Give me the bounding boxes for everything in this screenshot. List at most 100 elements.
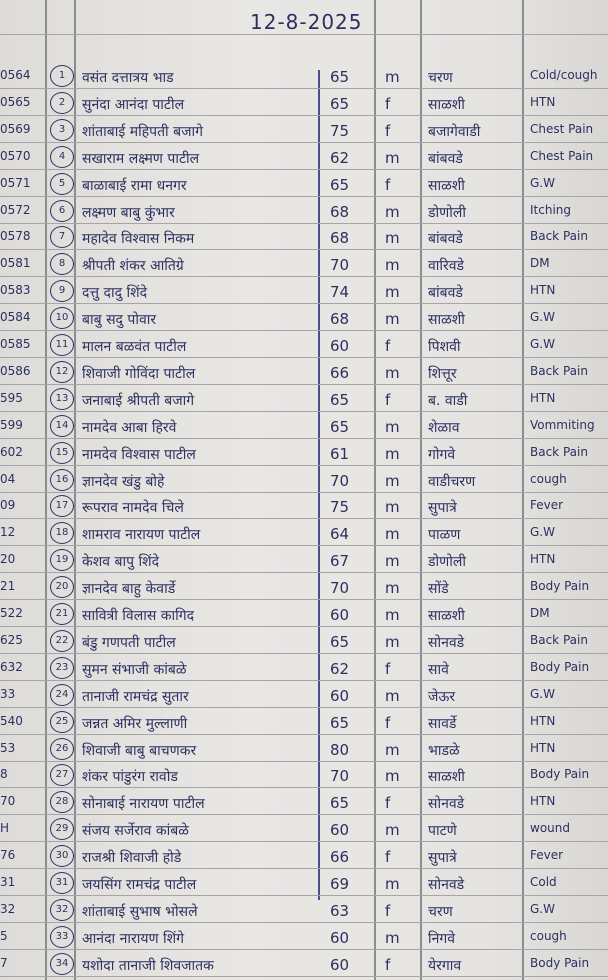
patient-diagnosis: HTN	[530, 713, 556, 728]
patient-id: 32	[0, 901, 16, 916]
patient-age: 74	[330, 283, 350, 302]
patient-name: ज्ञानदेव खंडु बोहे	[82, 473, 165, 490]
row-line	[0, 787, 608, 789]
patient-id: 522	[0, 606, 23, 620]
serial-number: 22	[50, 629, 74, 652]
patient-village: डोणोली	[428, 554, 466, 571]
table-row: 04 16 ज्ञानदेव खंडु बोहे 70 m वाडीचरण cough	[0, 466, 608, 493]
patient-sex: m	[385, 552, 400, 571]
patient-village: निगवे	[428, 930, 456, 947]
patient-id: 20	[0, 552, 16, 567]
serial-number: 16	[50, 468, 74, 491]
serial-number: 15	[50, 441, 74, 464]
serial-number: 10	[50, 307, 74, 330]
patient-sex: m	[385, 606, 400, 624]
patient-id: 31	[0, 875, 16, 889]
patient-name: नामदेव आबा हिरवे	[82, 419, 177, 436]
patient-sex: m	[385, 686, 400, 705]
serial-number: 4	[50, 145, 74, 168]
patient-village: चरण	[428, 903, 453, 920]
patient-age: 65	[330, 68, 350, 86]
patient-id: 76	[0, 848, 16, 863]
patient-diagnosis: DM	[530, 256, 550, 271]
patient-name: सखाराम लक्ष्मण पाटील	[82, 150, 200, 167]
patient-name: राजश्री शिवाजी होडे	[82, 850, 182, 867]
serial-number: 29	[50, 818, 74, 841]
patient-age: 67	[330, 552, 350, 571]
table-row: 0578 7 महादेव विश्वास निकम 68 m बांबवडे Back P…	[0, 223, 608, 250]
patient-name: महादेव विश्वास निकम	[82, 231, 195, 248]
patient-id: 5	[0, 928, 8, 943]
serial-number: 31	[50, 872, 74, 894]
patient-diagnosis: Back Pain	[530, 444, 588, 459]
serial-number: 21	[50, 603, 74, 625]
patient-diagnosis: HTN	[530, 390, 556, 405]
patient-name: शांताबाई सुभाष भोसले	[82, 903, 198, 920]
patient-village: साळशी	[428, 177, 465, 194]
serial-number: 32	[50, 898, 74, 921]
patient-village: जेऊर	[428, 688, 456, 705]
patient-diagnosis: Cold/cough	[530, 68, 598, 82]
table-row: 0570 4 सखाराम लक्ष्मण पाटील 62 m बांबवडे Chest…	[0, 143, 608, 170]
row-line	[0, 357, 608, 358]
row-line	[0, 841, 608, 843]
row-line	[0, 733, 608, 735]
patient-diagnosis: HTN	[530, 94, 556, 109]
patient-id: 7	[0, 955, 8, 970]
table-row: 7 34 यशोदा तानाजी शिवजातक 60 f येरगाव Body Pai…	[0, 950, 608, 977]
patient-diagnosis: Body Pain	[530, 579, 590, 594]
patient-name: वसंत दत्तात्रय भाड	[82, 70, 174, 86]
patient-id: 0581	[0, 256, 31, 271]
patient-name: ज्ञानदेव बाहु केवार्डे	[82, 581, 176, 598]
patient-age: 60	[330, 955, 350, 974]
row-line	[0, 652, 608, 654]
patient-village: ब. वाडी	[428, 392, 468, 409]
patient-sex: m	[385, 68, 400, 86]
patient-village: साळशी	[428, 769, 465, 786]
patient-age: 75	[330, 498, 350, 517]
table-row: 53 26 शिवाजी बाबु बाचणकर 80 m भाडळे HTN	[0, 735, 608, 762]
table-row: 602 15 नामदेव विश्वास पाटील 61 m गोगवे Back Pa…	[0, 439, 608, 466]
serial-number: 26	[50, 737, 74, 760]
patient-diagnosis: Chest Pain	[530, 121, 594, 136]
row-line	[0, 141, 608, 143]
table-row: 8 27 शंकर पांडुरंग रावोड 70 m साळशी Body Pain	[0, 761, 608, 788]
patient-name: जयसिंग रामचंद्र पाटील	[82, 877, 197, 893]
patient-village: वारिवडे	[428, 258, 465, 275]
table-row: 12 18 शामराव नारायण पाटील 64 m पाळण G.W	[0, 519, 608, 546]
patient-diagnosis: wound	[530, 821, 570, 836]
patient-sex: m	[385, 928, 400, 947]
patient-sex: m	[385, 363, 400, 382]
column-divider	[74, 0, 76, 980]
patient-id: 602	[0, 444, 23, 459]
patient-diagnosis: Back Pain	[530, 229, 588, 244]
table-row: 33 24 तानाजी रामचंद्र सुतार 60 m जेऊर G.W	[0, 681, 608, 708]
patient-diagnosis: Cold	[530, 875, 557, 889]
column-divider	[420, 0, 422, 980]
row-line	[0, 868, 608, 870]
patient-diagnosis: Chest Pain	[530, 148, 594, 163]
patient-diagnosis: G.W	[530, 901, 555, 916]
serial-number: 24	[50, 683, 74, 706]
patient-village: सावे	[428, 661, 449, 678]
row-line	[0, 88, 608, 89]
patient-age: 65	[330, 632, 350, 651]
table-row: 20 19 केशव बापु शिंदे 67 m डोणोली HTN	[0, 546, 608, 573]
patient-age: 65	[330, 94, 350, 113]
patient-sex: f	[385, 848, 391, 867]
patient-village: चरण	[428, 70, 453, 86]
patient-sex: m	[385, 202, 400, 221]
serial-number: 8	[50, 253, 74, 276]
table-row: 599 14 नामदेव आबा हिरवे 65 m शेळाव Vommiting	[0, 412, 608, 439]
patient-age: 75	[330, 121, 350, 140]
patient-sex: f	[385, 94, 391, 113]
patient-sex: f	[385, 337, 391, 355]
row-line	[0, 545, 608, 547]
patient-diagnosis: G.W	[530, 525, 555, 540]
patient-village: साळशी	[428, 608, 465, 624]
patient-age: 63	[330, 901, 350, 920]
row-line	[0, 679, 608, 681]
patient-sex: f	[385, 713, 391, 732]
patient-village: पाळण	[428, 527, 461, 544]
table-row: 625 22 बंडु गणपती पाटील 65 m सोनवडे Back Pain	[0, 627, 608, 654]
